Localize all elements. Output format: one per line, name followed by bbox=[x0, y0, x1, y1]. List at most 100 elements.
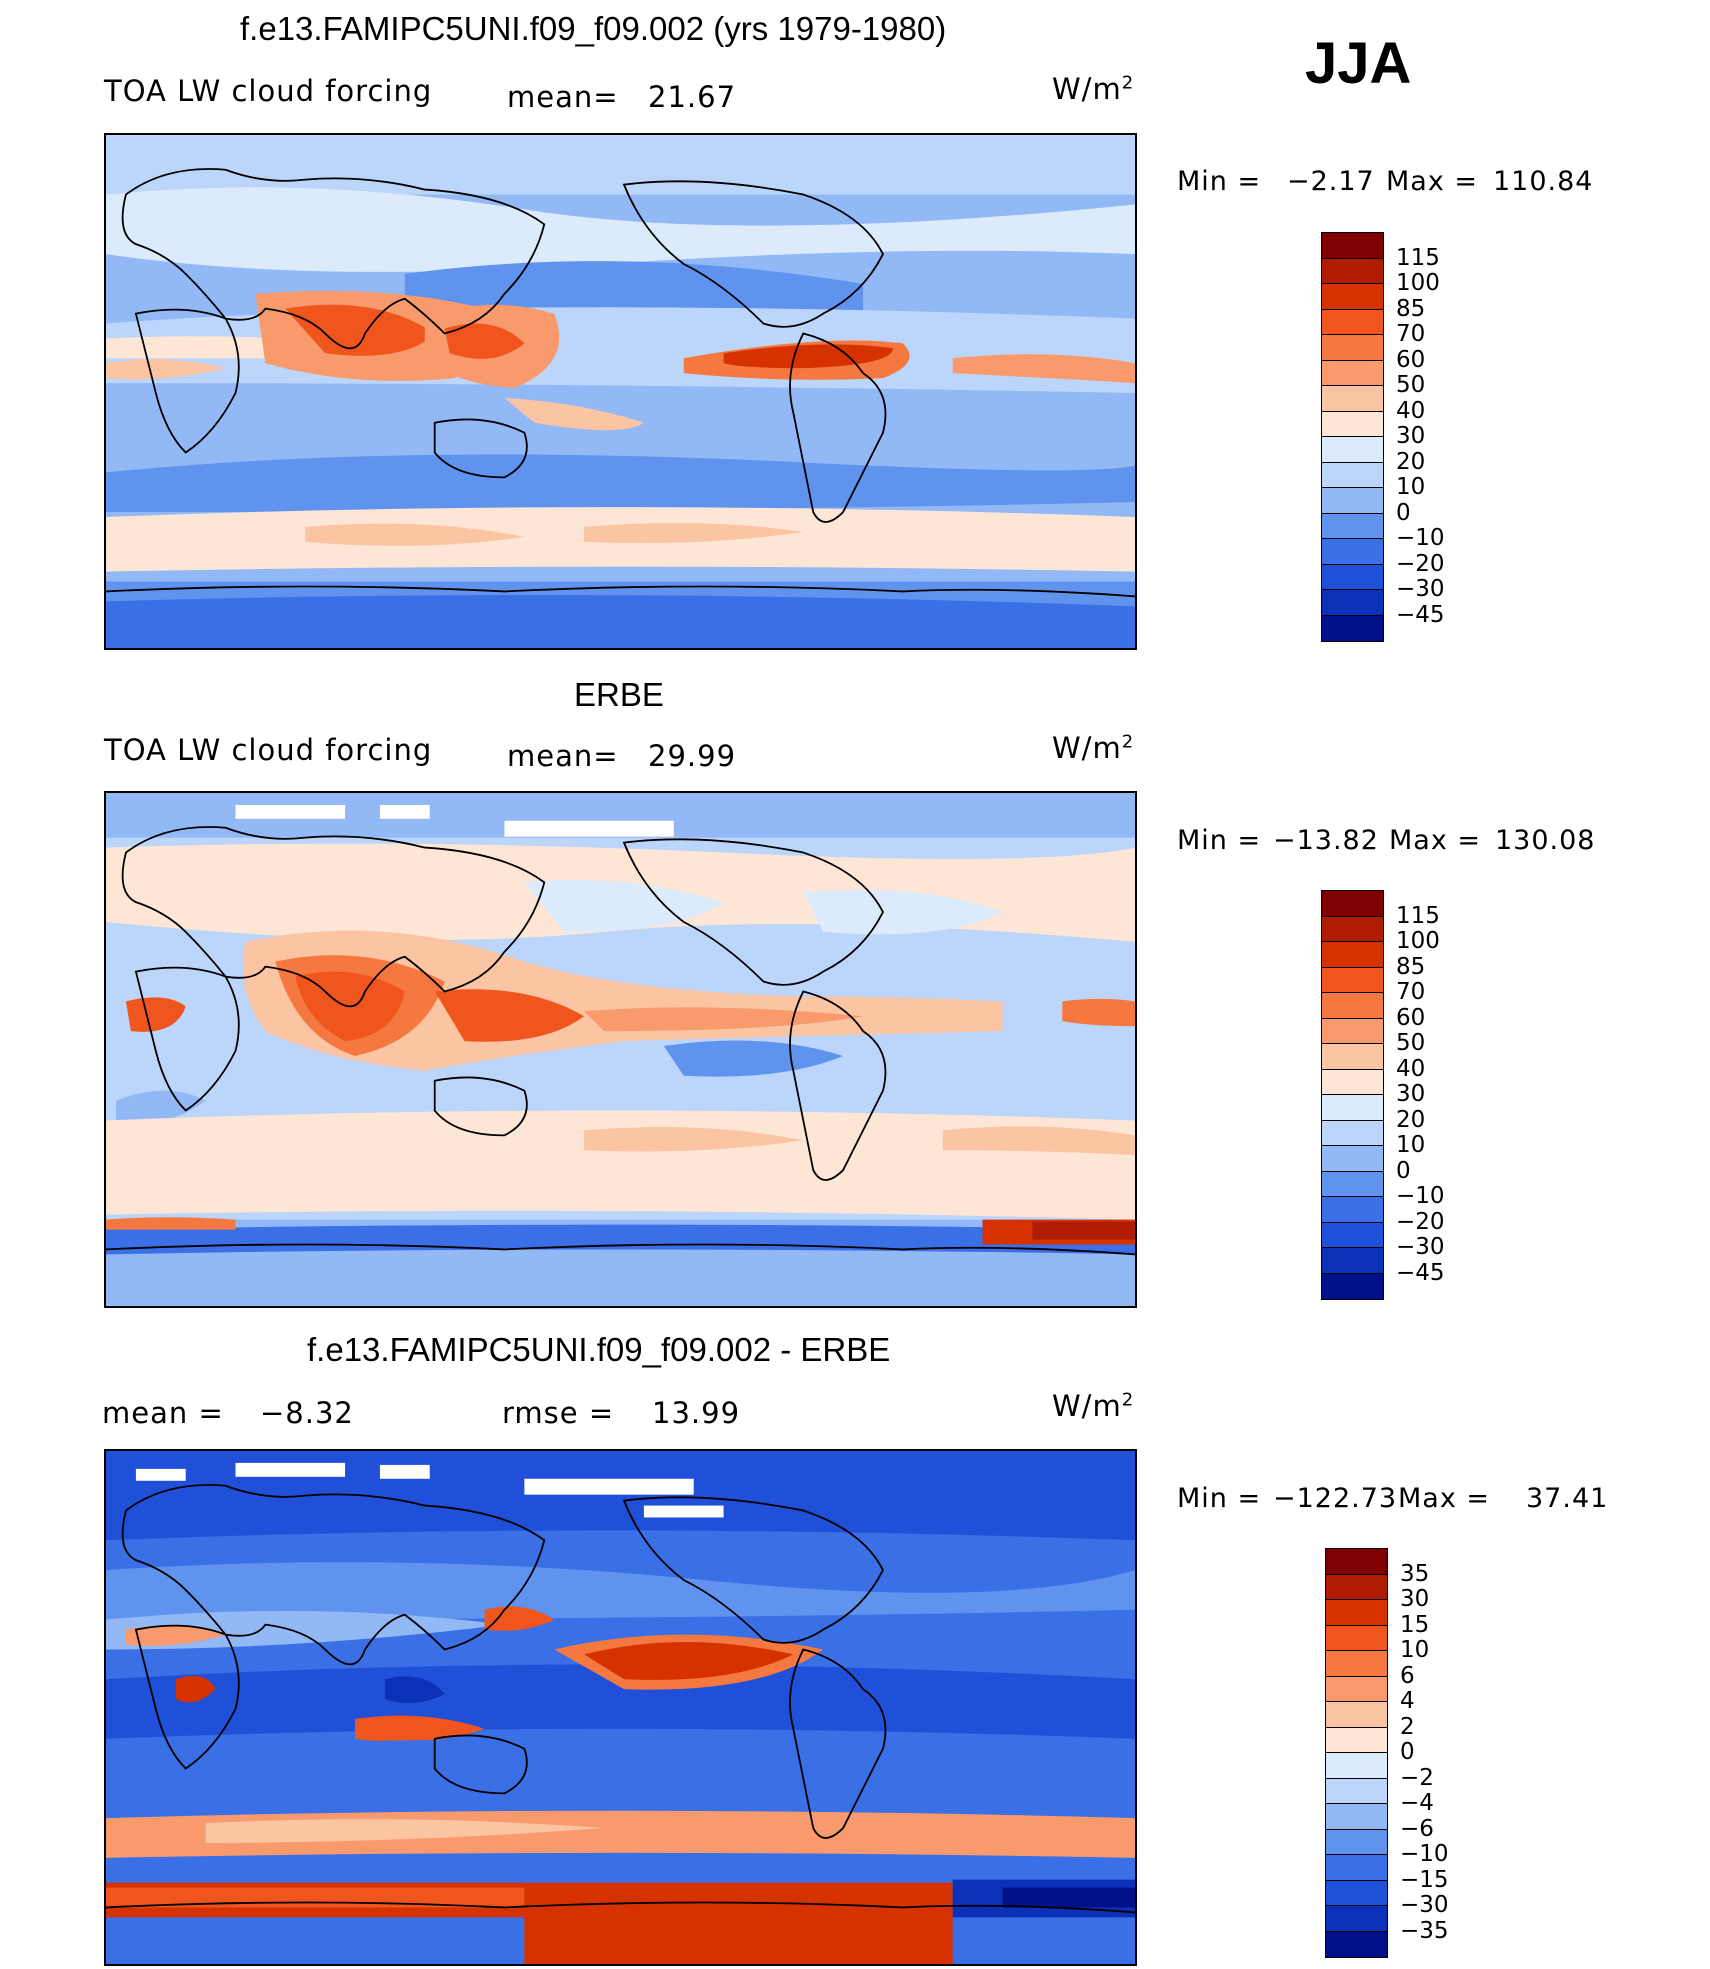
colorbar-swatch bbox=[1326, 1829, 1387, 1855]
panel2-min-value: −13.82 bbox=[1273, 825, 1379, 856]
colorbar-tick-label: 0 bbox=[1396, 499, 1411, 526]
colorbar-swatch bbox=[1322, 437, 1383, 463]
colorbar-tick-label: 70 bbox=[1396, 979, 1426, 1005]
colorbar-swatch bbox=[1322, 258, 1383, 284]
colorbar-tick-label: 50 bbox=[1396, 372, 1426, 398]
colorbar-swatch bbox=[1326, 1600, 1387, 1626]
panel1-map bbox=[104, 133, 1137, 650]
colorbar-swatch bbox=[1326, 1727, 1387, 1753]
colorbar-swatch bbox=[1322, 967, 1383, 993]
colorbar-swatch bbox=[1322, 1146, 1383, 1172]
colorbar-swatch bbox=[1322, 1171, 1383, 1197]
colorbar-swatch bbox=[1322, 1095, 1383, 1121]
panel3-max-label: Max = bbox=[1398, 1483, 1491, 1514]
colorbar-tick-label: −30 bbox=[1396, 576, 1445, 602]
colorbar-tick-label: −20 bbox=[1396, 1208, 1445, 1235]
colorbar-tick-label: 60 bbox=[1396, 1004, 1426, 1031]
season-label: JJA bbox=[1305, 31, 1412, 96]
panel1-max-label: Max = bbox=[1386, 166, 1479, 197]
colorbar-tick-label: 40 bbox=[1396, 1055, 1426, 1082]
colorbar-swatch bbox=[1322, 1120, 1383, 1146]
colorbar-tick-label: 100 bbox=[1396, 270, 1440, 296]
panel1-mean-value: 21.67 bbox=[648, 80, 737, 114]
colorbar-swatch bbox=[1322, 309, 1383, 335]
colorbar-tick-label: 10 bbox=[1400, 1637, 1430, 1663]
panel2-mean-value: 29.99 bbox=[648, 739, 737, 773]
colorbar-swatch bbox=[1322, 1197, 1383, 1223]
panel3-colorbar bbox=[1325, 1548, 1388, 1958]
colorbar-tick-label: −45 bbox=[1396, 601, 1445, 628]
panel2-title: ERBE bbox=[574, 676, 664, 713]
colorbar-tick-label: 6 bbox=[1400, 1662, 1415, 1689]
colorbar-swatch bbox=[1326, 1931, 1387, 1957]
colorbar-tick-label: −10 bbox=[1396, 1183, 1445, 1209]
panel3-max-value: 37.41 bbox=[1526, 1483, 1609, 1514]
colorbar-tick-label: −30 bbox=[1396, 1234, 1445, 1260]
panel3-rmse-label: rmse = bbox=[502, 1396, 615, 1430]
colorbar-tick-label: 100 bbox=[1396, 928, 1440, 954]
colorbar-tick-label: 0 bbox=[1400, 1739, 1415, 1765]
colorbar-swatch bbox=[1322, 539, 1383, 565]
panel3-rmse-value: 13.99 bbox=[652, 1396, 741, 1430]
colorbar-tick-label: 30 bbox=[1400, 1586, 1430, 1612]
panel2-units: W/m2 bbox=[1052, 731, 1135, 765]
colorbar-tick-label: 85 bbox=[1396, 295, 1426, 322]
colorbar-swatch bbox=[1322, 1044, 1383, 1070]
colorbar-swatch bbox=[1322, 942, 1383, 968]
colorbar-swatch bbox=[1322, 360, 1383, 386]
colorbar-tick-label: 10 bbox=[1396, 474, 1426, 500]
colorbar-swatch bbox=[1326, 1574, 1387, 1600]
colorbar-swatch bbox=[1326, 1778, 1387, 1804]
colorbar-swatch bbox=[1326, 1906, 1387, 1932]
panel1-min-label: Min = bbox=[1177, 166, 1262, 197]
colorbar-swatch bbox=[1322, 916, 1383, 942]
colorbar-swatch bbox=[1326, 1676, 1387, 1702]
colorbar-swatch bbox=[1326, 1702, 1387, 1728]
colorbar-swatch bbox=[1322, 513, 1383, 539]
panel1-max-value: 110.84 bbox=[1493, 166, 1594, 197]
colorbar-swatch bbox=[1322, 488, 1383, 514]
colorbar-swatch bbox=[1322, 993, 1383, 1019]
panel3-mean-value: −8.32 bbox=[260, 1396, 354, 1430]
colorbar-swatch bbox=[1322, 1018, 1383, 1044]
colorbar-swatch bbox=[1322, 891, 1383, 917]
colorbar-tick-label: 50 bbox=[1396, 1030, 1426, 1056]
panel3-title: f.e13.FAMIPC5UNI.f09_f09.002 - ERBE bbox=[307, 1331, 891, 1368]
colorbar-tick-label: 115 bbox=[1396, 902, 1440, 929]
panel2-colorbar bbox=[1321, 890, 1384, 1300]
colorbar-tick-label: 30 bbox=[1396, 423, 1426, 449]
colorbar-tick-label: −10 bbox=[1396, 525, 1445, 551]
colorbar-swatch bbox=[1322, 590, 1383, 616]
colorbar-tick-label: 20 bbox=[1396, 448, 1426, 475]
panel2-mean-label: mean= bbox=[507, 739, 619, 773]
colorbar-tick-label: 0 bbox=[1396, 1157, 1411, 1184]
colorbar-tick-label: 35 bbox=[1400, 1560, 1430, 1587]
colorbar-swatch bbox=[1326, 1753, 1387, 1779]
colorbar-swatch bbox=[1322, 284, 1383, 310]
panel2-min-label: Min = bbox=[1177, 825, 1262, 856]
panel3-map bbox=[104, 1449, 1137, 1966]
colorbar-tick-label: −35 bbox=[1400, 1917, 1449, 1944]
colorbar-tick-label: 85 bbox=[1396, 953, 1426, 980]
colorbar-swatch bbox=[1326, 1651, 1387, 1677]
colorbar-swatch bbox=[1322, 1069, 1383, 1095]
colorbar-swatch bbox=[1326, 1855, 1387, 1881]
panel2-map bbox=[104, 791, 1137, 1308]
colorbar-tick-label: 40 bbox=[1396, 397, 1426, 424]
colorbar-swatch bbox=[1322, 1248, 1383, 1274]
panel3-units: W/m2 bbox=[1052, 1389, 1135, 1423]
colorbar-swatch bbox=[1322, 615, 1383, 641]
panel1-title: f.e13.FAMIPC5UNI.f09_f09.002 (yrs 1979-1… bbox=[240, 10, 947, 47]
colorbar-swatch bbox=[1322, 386, 1383, 412]
colorbar-swatch bbox=[1322, 233, 1383, 259]
colorbar-tick-label: −6 bbox=[1400, 1815, 1434, 1842]
panel1-colorbar bbox=[1321, 232, 1384, 642]
colorbar-swatch bbox=[1326, 1804, 1387, 1830]
colorbar-swatch bbox=[1322, 411, 1383, 437]
colorbar-tick-label: 30 bbox=[1396, 1081, 1426, 1107]
colorbar-tick-label: −2 bbox=[1400, 1764, 1434, 1791]
colorbar-tick-label: 4 bbox=[1400, 1688, 1415, 1714]
panel2-max-label: Max = bbox=[1389, 825, 1482, 856]
colorbar-tick-label: −30 bbox=[1400, 1892, 1449, 1918]
panel1-units: W/m2 bbox=[1052, 72, 1135, 106]
